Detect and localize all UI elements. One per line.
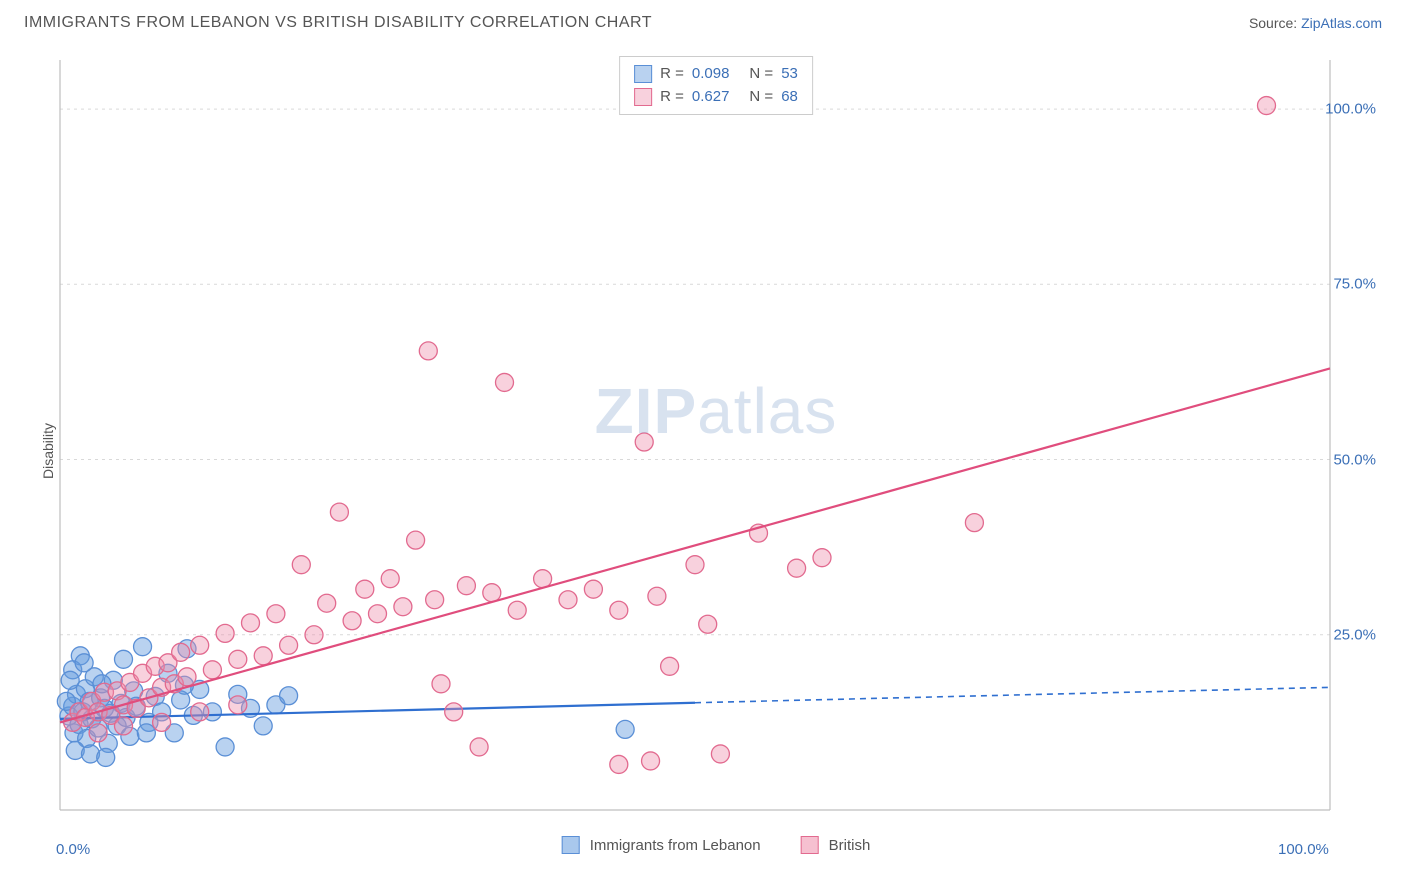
legend-r-label: R = xyxy=(660,86,684,109)
legend-n-value: 53 xyxy=(781,63,798,86)
legend-n-label: N = xyxy=(749,63,773,86)
legend-row: R = 0.098 N = 53 xyxy=(634,63,798,86)
y-tick: 25.0% xyxy=(1333,626,1376,643)
x-legend: Immigrants from Lebanon British xyxy=(562,836,871,854)
legend-row: R = 0.627 N = 68 xyxy=(634,86,798,109)
x-legend-swatch xyxy=(562,836,580,854)
x-legend-swatch xyxy=(801,836,819,854)
chart-container: Disability ZIPatlas R = 0.098 N = 53 R =… xyxy=(50,50,1382,852)
legend-swatch xyxy=(634,88,652,106)
source-prefix: Source: xyxy=(1249,15,1301,31)
correlation-legend: R = 0.098 N = 53 R = 0.627 N = 68 xyxy=(619,56,813,115)
source-link[interactable]: ZipAtlas.com xyxy=(1301,15,1382,31)
legend-swatch xyxy=(634,65,652,83)
legend-r-value: 0.627 xyxy=(692,86,730,109)
scatter-chart xyxy=(50,50,1350,830)
x-legend-label: Immigrants from Lebanon xyxy=(590,837,761,854)
y-axis-label: Disability xyxy=(40,423,56,479)
legend-n-label: N = xyxy=(749,86,773,109)
page-title: IMMIGRANTS FROM LEBANON VS BRITISH DISAB… xyxy=(24,14,652,32)
legend-r-label: R = xyxy=(660,63,684,86)
x-legend-label: British xyxy=(829,837,871,854)
source-label: Source: ZipAtlas.com xyxy=(1249,15,1382,31)
x-tick: 0.0% xyxy=(56,841,90,858)
legend-r-value: 0.098 xyxy=(692,63,730,86)
y-tick: 75.0% xyxy=(1333,276,1376,293)
legend-n-value: 68 xyxy=(781,86,798,109)
x-tick: 100.0% xyxy=(1278,841,1329,858)
y-tick: 100.0% xyxy=(1325,101,1376,118)
y-tick: 50.0% xyxy=(1333,451,1376,468)
